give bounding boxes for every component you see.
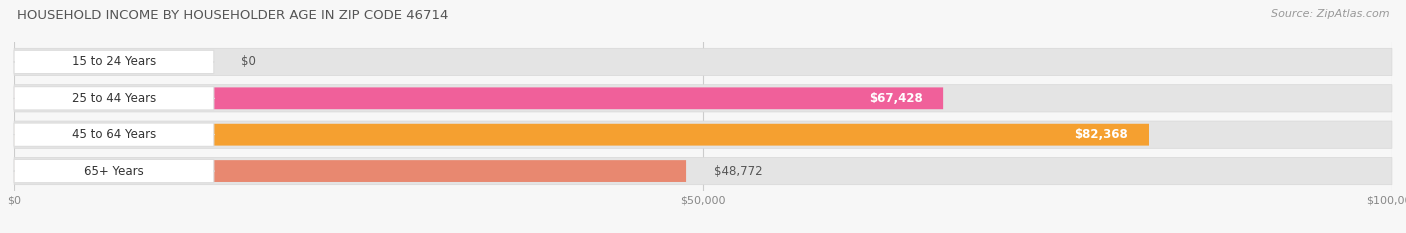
Text: $82,368: $82,368 (1074, 128, 1129, 141)
Text: $0: $0 (242, 55, 256, 69)
Text: HOUSEHOLD INCOME BY HOUSEHOLDER AGE IN ZIP CODE 46714: HOUSEHOLD INCOME BY HOUSEHOLDER AGE IN Z… (17, 9, 449, 22)
Text: 65+ Years: 65+ Years (84, 164, 143, 178)
FancyBboxPatch shape (14, 87, 214, 110)
FancyBboxPatch shape (14, 50, 214, 74)
FancyBboxPatch shape (14, 48, 1392, 75)
FancyBboxPatch shape (14, 124, 1149, 146)
Text: 45 to 64 Years: 45 to 64 Years (72, 128, 156, 141)
FancyBboxPatch shape (14, 123, 214, 146)
Text: $48,772: $48,772 (714, 164, 762, 178)
FancyBboxPatch shape (14, 158, 1392, 185)
Text: 25 to 44 Years: 25 to 44 Years (72, 92, 156, 105)
FancyBboxPatch shape (14, 159, 214, 183)
Text: 15 to 24 Years: 15 to 24 Years (72, 55, 156, 69)
Text: Source: ZipAtlas.com: Source: ZipAtlas.com (1271, 9, 1389, 19)
FancyBboxPatch shape (14, 87, 943, 109)
Text: $67,428: $67,428 (869, 92, 922, 105)
FancyBboxPatch shape (14, 121, 1392, 148)
FancyBboxPatch shape (14, 85, 1392, 112)
FancyBboxPatch shape (14, 160, 686, 182)
